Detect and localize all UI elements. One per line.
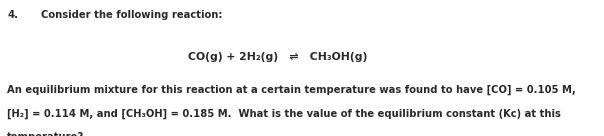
Text: Consider the following reaction:: Consider the following reaction:: [41, 10, 222, 20]
Text: An equilibrium mixture for this reaction at a certain temperature was found to h: An equilibrium mixture for this reaction…: [7, 84, 576, 95]
Text: CO(g) + 2H₂(g)   ⇌   CH₃OH(g): CO(g) + 2H₂(g) ⇌ CH₃OH(g): [188, 52, 367, 62]
Text: 4.: 4.: [7, 10, 18, 20]
Text: temperature?: temperature?: [7, 132, 85, 136]
Text: [H₂] = 0.114 M, and [CH₃OH] = 0.185 M.  What is the value of the equilibrium con: [H₂] = 0.114 M, and [CH₃OH] = 0.185 M. W…: [7, 109, 561, 119]
